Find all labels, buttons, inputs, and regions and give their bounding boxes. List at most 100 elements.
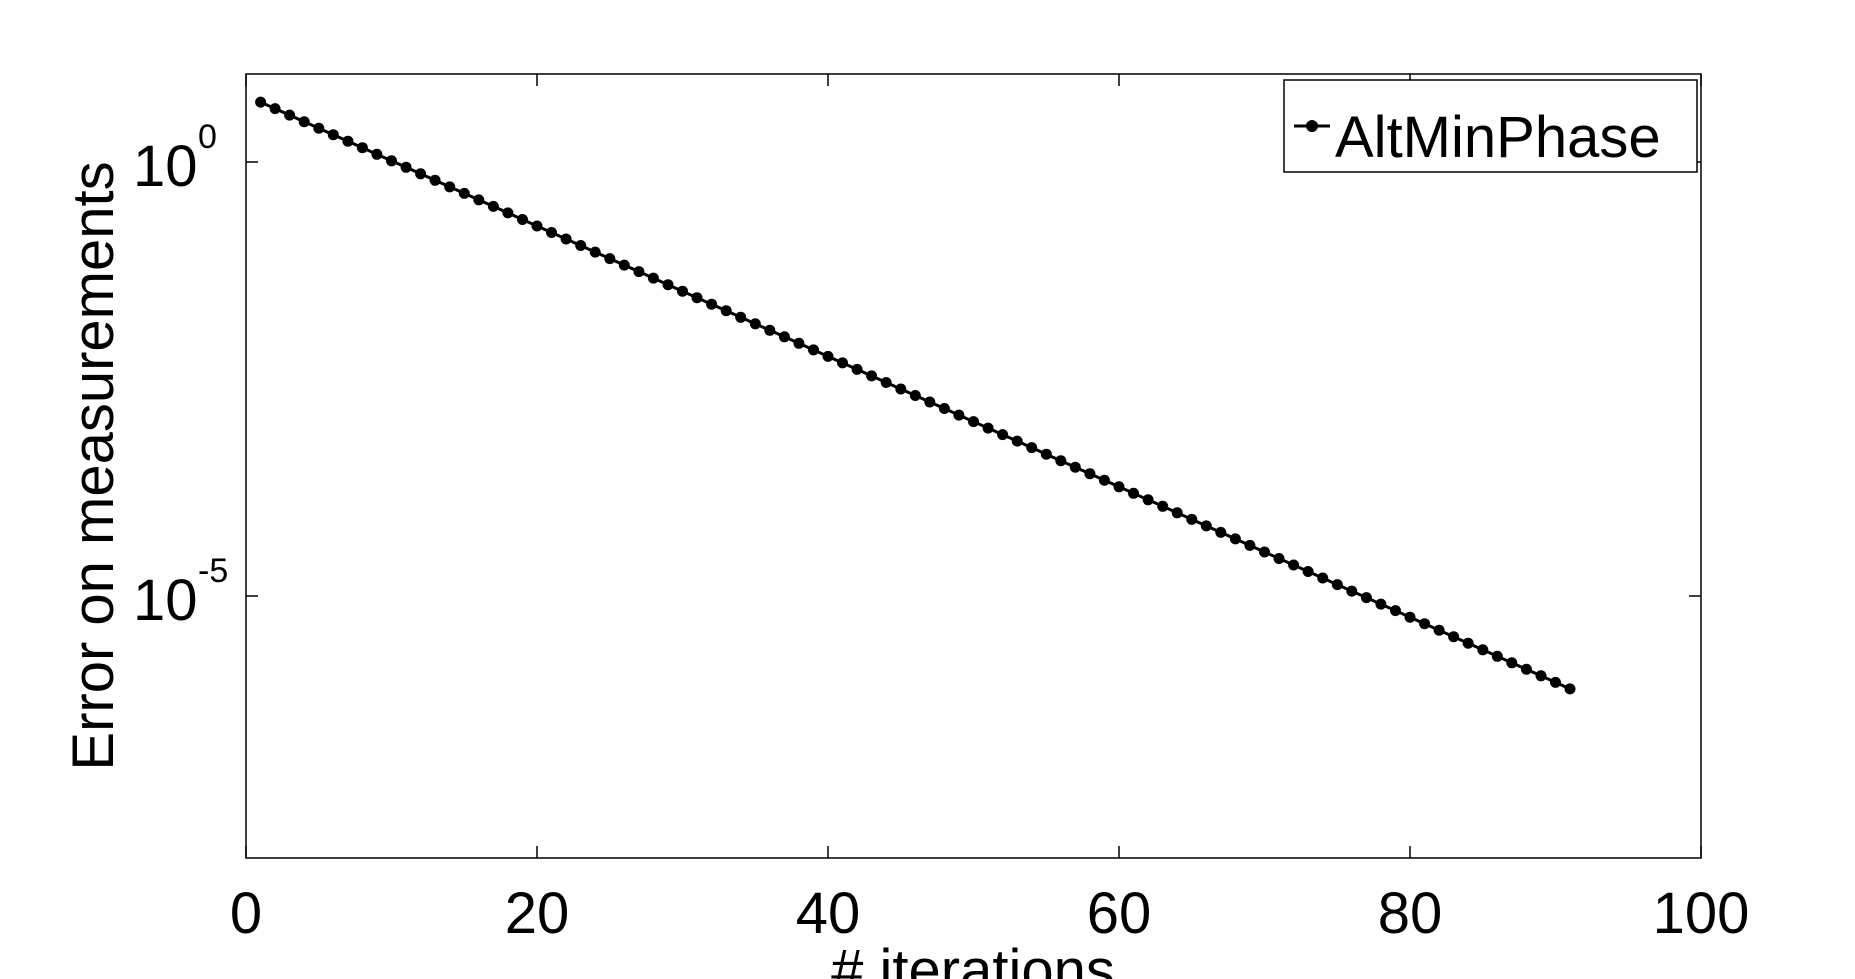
data-point: [400, 161, 412, 173]
data-point: [589, 246, 601, 258]
data-point: [924, 396, 936, 408]
data-point: [415, 168, 427, 180]
data-point: [706, 298, 718, 310]
data-point: [735, 311, 747, 323]
data-point: [1215, 526, 1227, 538]
data-point: [1026, 442, 1038, 454]
data-point: [968, 416, 979, 428]
data-point: [909, 390, 921, 401]
data-point: [1433, 624, 1445, 636]
data-point: [1288, 559, 1300, 571]
x-axis-label: # iterations: [831, 938, 1115, 979]
plot-frame: [245, 73, 1702, 859]
data-point: [1098, 474, 1110, 486]
data-point: [1535, 670, 1547, 682]
data-point: [1506, 657, 1518, 669]
data-point: [618, 259, 630, 271]
data-point: [764, 324, 776, 336]
y-tick-exponent: 0: [198, 118, 217, 156]
data-point: [633, 266, 645, 278]
data-point: [1550, 676, 1561, 688]
data-point: [1360, 592, 1372, 604]
y-tick-label: 10: [133, 134, 198, 199]
data-point: [1011, 435, 1023, 447]
x-axis-ticks: 0 20 40 60 80 100: [230, 74, 1750, 946]
data-point: [1244, 539, 1256, 551]
series-points-altminphase: [255, 96, 1576, 695]
data-point: [1040, 448, 1052, 460]
data-point: [531, 220, 543, 232]
data-point: [1200, 520, 1212, 532]
data-point: [1186, 513, 1198, 525]
data-point: [342, 135, 354, 147]
y-axis-ticks: 10 010 -5: [133, 118, 1701, 633]
data-point: [356, 142, 368, 154]
data-point: [778, 331, 790, 343]
x-tick-label: 20: [505, 881, 570, 946]
legend-box: [1283, 79, 1698, 173]
x-tick-label: 100: [1653, 881, 1750, 946]
data-point: [269, 103, 281, 115]
x-tick-label: 60: [1087, 881, 1152, 946]
data-point: [371, 148, 383, 160]
data-point: [1462, 637, 1474, 649]
data-point: [1113, 481, 1125, 493]
data-point: [458, 187, 470, 199]
data-point: [575, 240, 587, 251]
data-point: [444, 181, 456, 193]
y-axis-label: Error on measurements: [61, 161, 126, 770]
data-point: [1477, 644, 1489, 656]
data-point: [1142, 494, 1154, 506]
data-point: [1390, 605, 1401, 617]
data-point: [837, 357, 848, 369]
legend-label-altminphase: AltMinPhase: [1335, 105, 1661, 170]
data-point: [1273, 553, 1285, 564]
data-point: [502, 207, 514, 219]
data-point: [1069, 461, 1081, 473]
data-point: [546, 227, 557, 238]
data-point: [866, 370, 878, 382]
data-point: [1419, 618, 1431, 630]
y-tick-exponent: -5: [198, 552, 228, 590]
data-point: [880, 377, 892, 388]
data-point: [677, 285, 688, 297]
data-point: [982, 422, 994, 434]
data-point: [1520, 663, 1532, 675]
x-tick-label: 80: [1378, 881, 1443, 946]
legend-marker: [1306, 120, 1318, 132]
data-point: [822, 350, 834, 362]
data-point: [720, 305, 732, 317]
data-point: [1491, 650, 1503, 662]
data-point: [953, 409, 965, 421]
x-tick-label: 40: [796, 881, 861, 946]
data-point: [604, 253, 616, 265]
data-point: [1302, 566, 1314, 577]
data-point: [1448, 631, 1460, 643]
data-point: [895, 383, 907, 395]
data-point: [1331, 579, 1343, 591]
data-point: [808, 344, 819, 356]
data-point: [1171, 507, 1183, 519]
data-point: [662, 279, 674, 291]
data-point: [1346, 585, 1358, 597]
data-point: [517, 214, 528, 225]
data-point: [298, 116, 310, 128]
data-point: [647, 272, 659, 284]
data-point: [313, 122, 325, 134]
data-point: [793, 337, 805, 349]
x-tick-label: 0: [230, 881, 262, 946]
data-point: [1564, 683, 1576, 695]
data-point: [749, 318, 761, 330]
data-point: [1317, 572, 1329, 584]
data-point: [327, 129, 339, 141]
data-point: [691, 292, 703, 304]
data-point: [255, 96, 267, 108]
data-point: [1375, 598, 1387, 610]
data-point: [487, 200, 499, 212]
data-point: [429, 174, 441, 186]
data-point: [1055, 455, 1067, 467]
y-tick-label: 10: [133, 568, 198, 633]
data-point: [1157, 500, 1169, 512]
data-point: [386, 155, 397, 167]
